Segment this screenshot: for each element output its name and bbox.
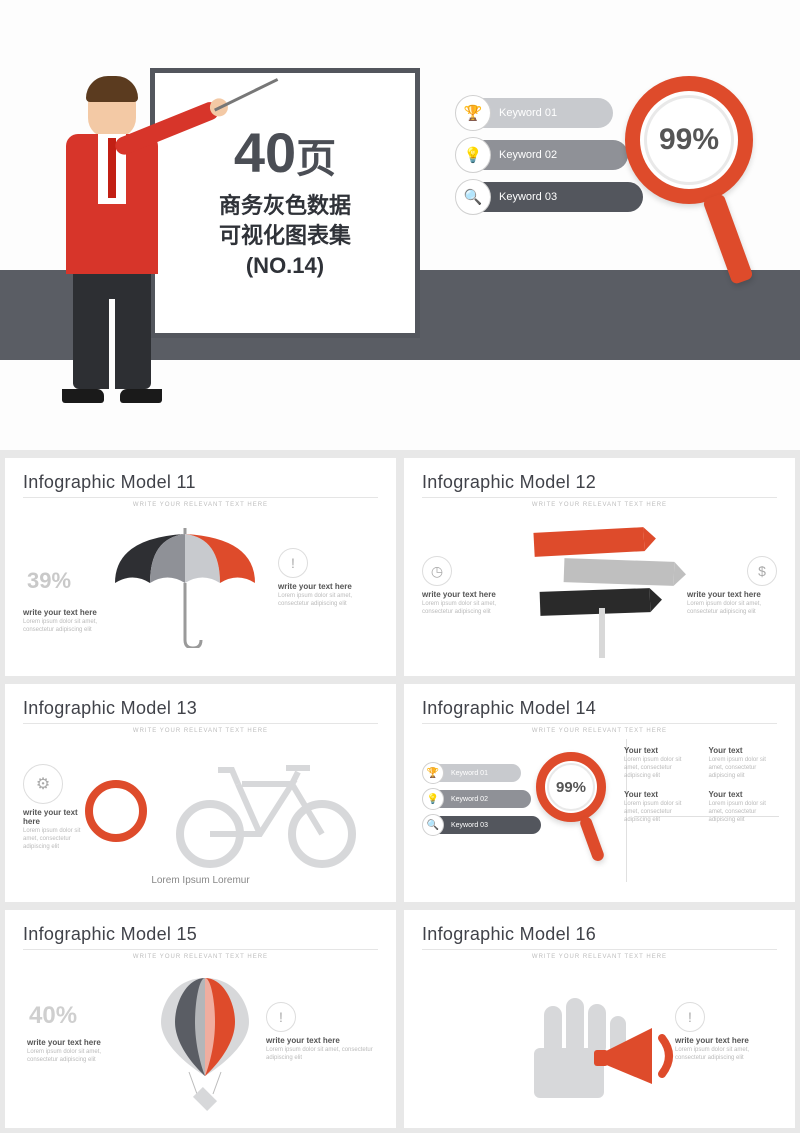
label-sub: Lorem ipsum dolor sit amet, consectetur …: [709, 801, 780, 824]
keyword-row: 🏆Keyword 01: [422, 762, 541, 784]
thumb-15: Infographic Model 15 WRITE YOUR RELEVANT…: [5, 910, 396, 1128]
thumb-title: Infographic Model 13: [23, 698, 378, 719]
bicycle-icon: [160, 748, 370, 873]
thumb-title: Infographic Model 12: [422, 472, 777, 493]
text-block-right: ! write your text here Lorem ipsum dolor…: [675, 1002, 775, 1063]
keyword-icon: 🔍: [422, 814, 444, 836]
hero-slide: 40页 商务灰色数据 可视化图表集 (NO.14) 🏆Keyword 01💡Ke…: [0, 0, 800, 450]
thumb-subtitle: WRITE YOUR RELEVANT TEXT HERE: [422, 949, 777, 960]
text-block-left: write your text here Lorem ipsum dolor s…: [27, 1038, 127, 1065]
thumb-subtitle: WRITE YOUR RELEVANT TEXT HERE: [422, 723, 777, 734]
magnifier-value: 99%: [556, 779, 586, 796]
label: Your text: [709, 746, 780, 755]
magnifier-icon: 99%: [625, 76, 780, 301]
balloon-icon: [155, 972, 255, 1117]
keyword-row: 💡Keyword 02: [455, 137, 643, 173]
text-block-right: $ write your text here Lorem ipsum dolor…: [687, 556, 777, 617]
gear-icon: ⚙: [23, 764, 63, 804]
presenter-figure: [42, 80, 182, 410]
info-icon: !: [266, 1002, 296, 1032]
keyword-list: 🏆Keyword 01 💡Keyword 02 🔍Keyword 03: [455, 95, 643, 221]
keyword-pill: Keyword 03: [473, 182, 643, 212]
label-sub: Lorem ipsum dolor sit amet, consectetur …: [675, 1047, 775, 1063]
percent-label: 40%: [29, 1002, 77, 1030]
thumb-13: Infographic Model 13 WRITE YOUR RELEVANT…: [5, 684, 396, 902]
thumb-title: Infographic Model 15: [23, 924, 378, 945]
umbrella-icon: [105, 528, 275, 648]
label: write your text here: [422, 590, 522, 599]
cell: Your text Lorem ipsum dolor sit amet, con…: [709, 790, 780, 824]
dollar-icon: $: [747, 556, 777, 586]
percent-label: 39%: [27, 568, 71, 594]
keyword-icon: 🔍: [455, 179, 491, 215]
label: write your text here: [687, 590, 777, 599]
thumb-16: Infographic Model 16 WRITE YOUR RELEVANT…: [404, 910, 795, 1128]
keyword-row: 🔍Keyword 03: [422, 814, 541, 836]
label: Your text: [709, 790, 780, 799]
thumb-14: Infographic Model 14 WRITE YOUR RELEVANT…: [404, 684, 795, 902]
label: write your text here: [23, 808, 95, 826]
thumb-title: Infographic Model 14: [422, 698, 777, 719]
keyword-pill: Keyword 02: [473, 140, 628, 170]
thumb-12: Infographic Model 12 WRITE YOUR RELEVANT…: [404, 458, 795, 676]
info-icon: !: [675, 1002, 705, 1032]
label: write your text here: [23, 608, 113, 617]
magnifier-value: 99%: [659, 123, 719, 157]
keyword-pill: Keyword 01: [473, 98, 613, 128]
label: write your text here: [675, 1036, 775, 1045]
text-block-right: ! write your text here Lorem ipsum dolor…: [266, 1002, 376, 1063]
label: write your text here: [278, 582, 378, 591]
label-sub: Lorem ipsum dolor sit amet, consectetur …: [27, 1049, 127, 1065]
label-sub: Lorem ipsum dolor sit amet, consectetur …: [23, 619, 113, 635]
thumb-subtitle: WRITE YOUR RELEVANT TEXT HERE: [23, 949, 378, 960]
caption: Lorem Ipsum Loremur: [5, 875, 396, 886]
hero-subtitle: 商务灰色数据 可视化图表集 (NO.14): [219, 191, 351, 280]
keyword-list-small: 🏆Keyword 01 💡Keyword 02 🔍Keyword 03: [422, 762, 541, 840]
keyword-pill: Keyword 02: [433, 790, 531, 808]
subtitle-line-2: 可视化图表集: [219, 221, 351, 251]
text-block-left: ◷ write your text here Lorem ipsum dolor…: [422, 556, 522, 617]
thumb-title: Infographic Model 11: [23, 472, 378, 493]
page-suffix: 页: [296, 137, 336, 181]
label: write your text here: [27, 1038, 127, 1047]
keyword-icon: 💡: [422, 788, 444, 810]
thumb-subtitle: WRITE YOUR RELEVANT TEXT HERE: [422, 497, 777, 508]
info-icon: !: [278, 548, 308, 578]
thumb-11: Infographic Model 11 WRITE YOUR RELEVANT…: [5, 458, 396, 676]
keyword-row: 🏆Keyword 01: [455, 95, 643, 131]
clock-icon: ◷: [422, 556, 452, 586]
text-block-left: write your text here Lorem ipsum dolor s…: [23, 608, 113, 635]
keyword-pill: Keyword 01: [433, 764, 521, 782]
thumb-subtitle: WRITE YOUR RELEVANT TEXT HERE: [23, 497, 378, 508]
page-count: 40: [234, 121, 296, 184]
subtitle-line-1: 商务灰色数据: [219, 191, 351, 221]
text-block-left: ⚙ write your text here Lorem ipsum dolor…: [23, 764, 95, 851]
keyword-icon: 🏆: [455, 95, 491, 131]
label-sub: Lorem ipsum dolor sit amet, consectetur …: [278, 593, 378, 609]
thumbnail-grid: Infographic Model 11 WRITE YOUR RELEVANT…: [0, 450, 800, 1133]
cell: Your text Lorem ipsum dolor sit amet, con…: [709, 746, 780, 780]
text-block-right: ! write your text here Lorem ipsum dolor…: [278, 548, 378, 609]
subtitle-line-3: (NO.14): [219, 251, 351, 281]
magnifier-icon: 99%: [536, 752, 691, 902]
thumb-title: Infographic Model 16: [422, 924, 777, 945]
label-sub: Lorem ipsum dolor sit amet, consectetur …: [687, 601, 777, 617]
keyword-icon: 🏆: [422, 762, 444, 784]
label-sub: Lorem ipsum dolor sit amet, consectetur …: [266, 1047, 376, 1063]
label: write your text here: [266, 1036, 376, 1045]
signpost-icon: [544, 530, 654, 620]
label-sub: Lorem ipsum dolor sit amet, consectetur …: [422, 601, 522, 617]
thumb-subtitle: WRITE YOUR RELEVANT TEXT HERE: [23, 723, 378, 734]
keyword-icon: 💡: [455, 137, 491, 173]
keyword-pill: Keyword 03: [433, 816, 541, 834]
keyword-row: 💡Keyword 02: [422, 788, 541, 810]
label-sub: Lorem ipsum dolor sit amet, consectetur …: [23, 828, 95, 851]
keyword-row: 🔍Keyword 03: [455, 179, 643, 215]
label-sub: Lorem ipsum dolor sit amet, consectetur …: [709, 757, 780, 780]
